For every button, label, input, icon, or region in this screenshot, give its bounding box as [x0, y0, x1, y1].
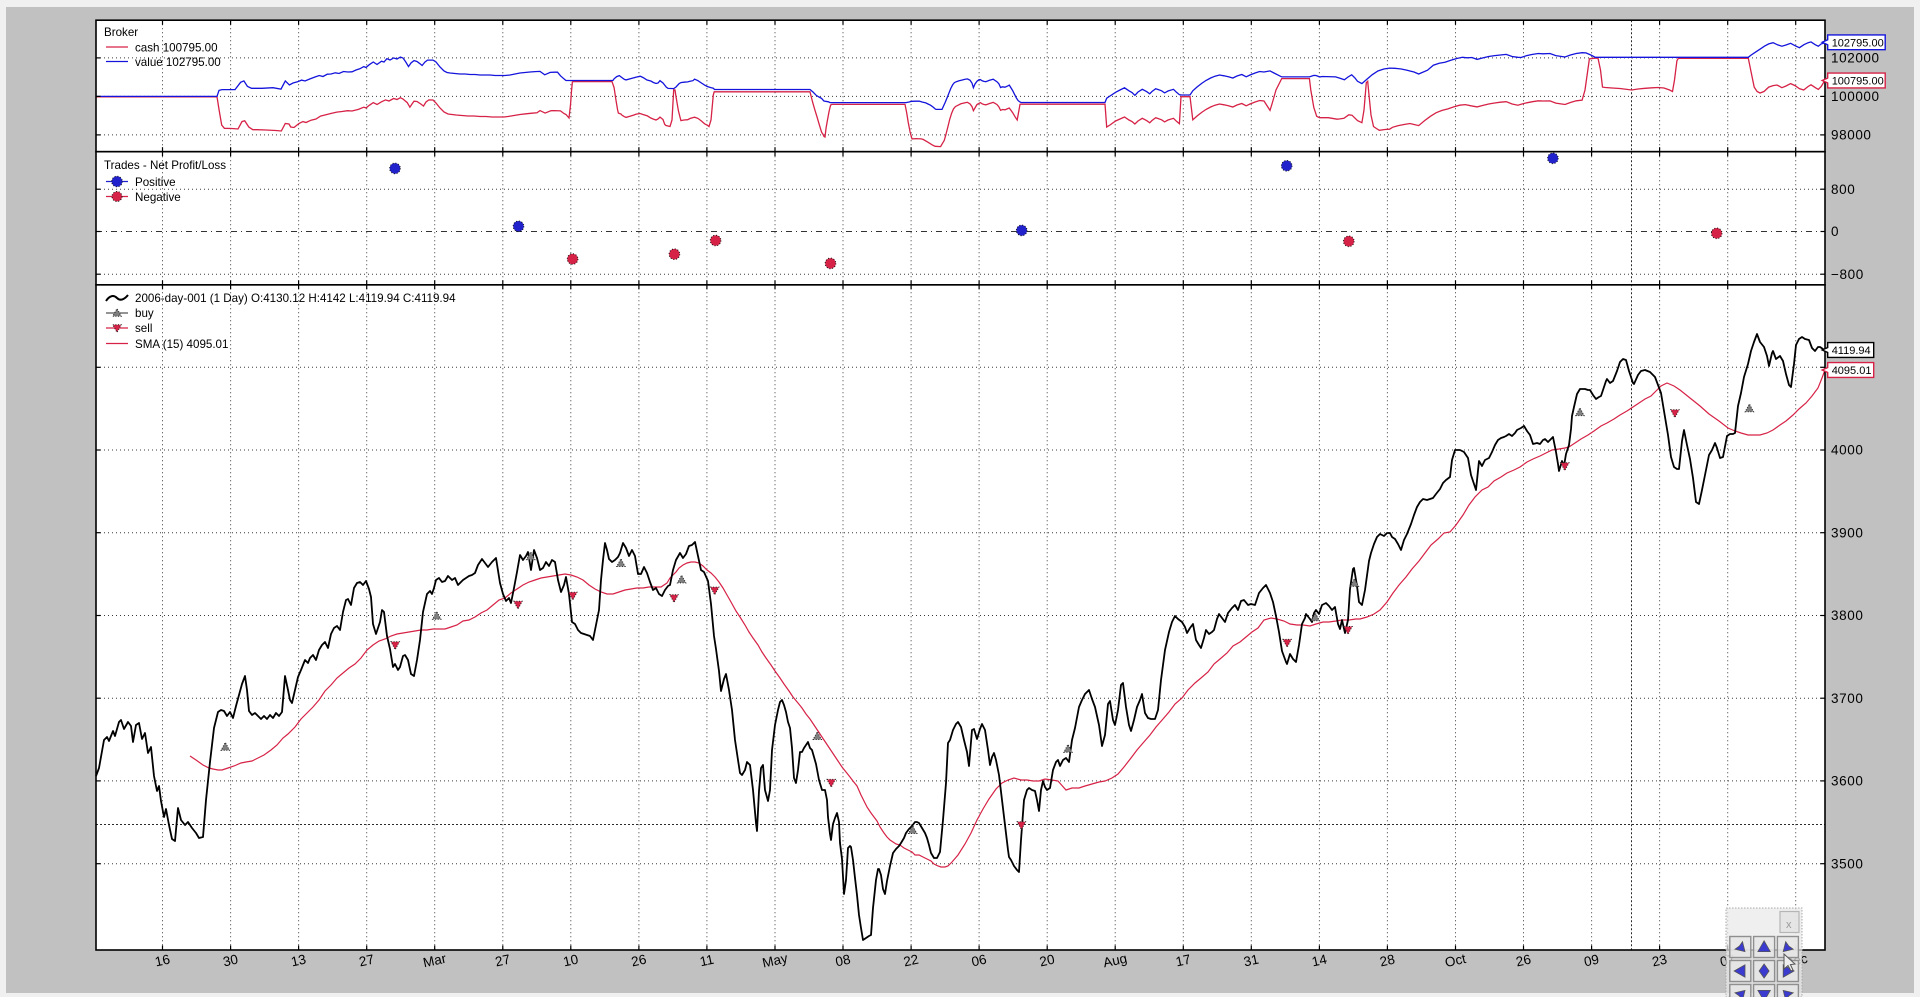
svg-text:3600: 3600 [1831, 774, 1863, 789]
svg-text:3800: 3800 [1831, 608, 1863, 623]
svg-text:−800: −800 [1831, 267, 1864, 282]
svg-text:800: 800 [1831, 182, 1855, 197]
svg-text:23: 23 [1651, 952, 1669, 970]
svg-text:4000: 4000 [1831, 443, 1863, 458]
svg-text:cash 100795.00: cash 100795.00 [135, 42, 218, 55]
svg-text:10: 10 [562, 952, 580, 970]
svg-text:26: 26 [630, 952, 648, 970]
svg-text:98000: 98000 [1831, 128, 1872, 143]
svg-text:Positive: Positive [135, 176, 176, 189]
svg-text:22: 22 [902, 952, 920, 970]
svg-text:08: 08 [834, 952, 852, 970]
svg-text:sell: sell [135, 322, 152, 335]
svg-text:100000: 100000 [1831, 89, 1880, 104]
svg-text:Aug: Aug [1102, 951, 1129, 971]
svg-text:Mar: Mar [422, 951, 448, 971]
svg-text:31: 31 [1242, 952, 1260, 970]
svg-text:SMA (15) 4095.01: SMA (15) 4095.01 [135, 338, 228, 351]
svg-text:14: 14 [1310, 952, 1328, 970]
svg-text:4119.94: 4119.94 [1832, 345, 1871, 357]
svg-text:buy: buy [135, 307, 154, 320]
svg-text:28: 28 [1378, 952, 1396, 970]
svg-text:Oct: Oct [1444, 951, 1468, 970]
svg-text:3500: 3500 [1831, 856, 1863, 871]
svg-text:Broker: Broker [104, 26, 138, 39]
svg-text:26: 26 [1514, 952, 1532, 970]
svg-text:100795.00: 100795.00 [1832, 76, 1884, 88]
svg-text:May: May [761, 950, 789, 970]
svg-text:27: 27 [494, 952, 512, 970]
svg-text:Negative: Negative [135, 191, 181, 204]
svg-text:06: 06 [970, 952, 988, 970]
svg-text:2006-day-001 (1 Day) O:4130.12: 2006-day-001 (1 Day) O:4130.12 H:4142 L:… [135, 292, 456, 305]
svg-text:3700: 3700 [1831, 691, 1863, 706]
svg-text:102000: 102000 [1831, 51, 1880, 66]
svg-text:17: 17 [1174, 952, 1192, 970]
svg-text:09: 09 [1583, 952, 1601, 970]
svg-text:16: 16 [153, 952, 171, 970]
svg-text:Trades - Net Profit/Loss: Trades - Net Profit/Loss [104, 159, 226, 172]
svg-text:30: 30 [222, 952, 240, 970]
svg-text:0: 0 [1831, 224, 1839, 239]
svg-text:11: 11 [698, 952, 715, 970]
svg-text:4095.01: 4095.01 [1832, 365, 1872, 377]
svg-text:102795.00: 102795.00 [1832, 38, 1884, 50]
svg-text:x: x [1786, 919, 1792, 931]
svg-text:20: 20 [1038, 952, 1056, 970]
svg-text:value 102795.00: value 102795.00 [135, 56, 221, 69]
svg-text:3900: 3900 [1831, 525, 1863, 540]
svg-text:13: 13 [290, 952, 308, 970]
svg-text:27: 27 [358, 952, 376, 970]
